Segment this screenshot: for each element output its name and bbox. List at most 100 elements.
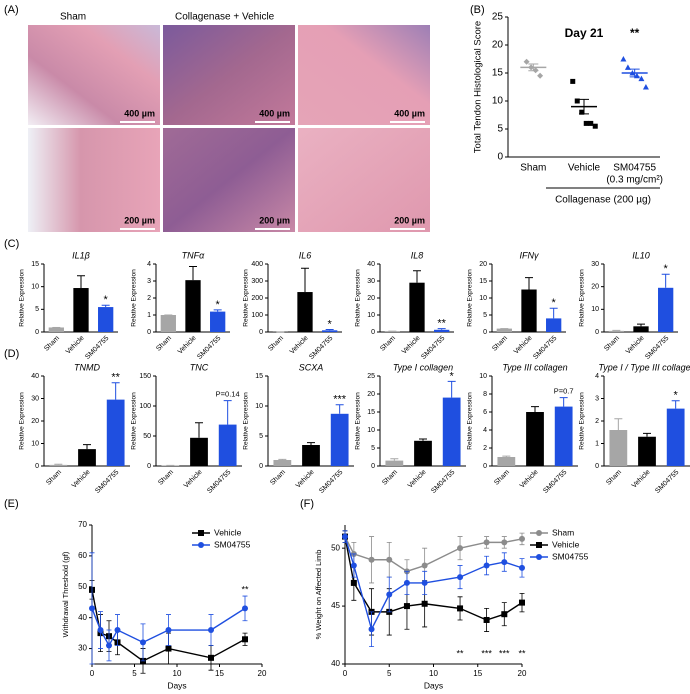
bar (330, 413, 349, 466)
histology-image (298, 25, 430, 125)
y-tick-label: 25 (492, 12, 504, 23)
data-point (386, 591, 393, 598)
chart-title: IL8 (411, 250, 424, 260)
bar (658, 287, 674, 332)
data-point (421, 579, 428, 586)
y-tick-label: 45 (331, 601, 340, 610)
x-tick-label: Sham (491, 335, 509, 353)
data-point (620, 56, 627, 62)
y-tick-label: 20 (591, 284, 599, 291)
x-tick-label: 15 (473, 669, 482, 678)
data-point (519, 564, 525, 571)
data-point (114, 627, 121, 634)
x-tick-sublabel: (0.3 mg/cm²) (606, 175, 663, 186)
y-tick-label: 0 (371, 329, 375, 336)
x-tick-label: Sham (155, 335, 173, 353)
sem-bar (528, 63, 539, 72)
chart-title: IL1β (72, 250, 90, 260)
data-point (165, 627, 172, 634)
data-point (638, 75, 645, 82)
y-tick-label: 0 (371, 463, 375, 470)
error-bar (301, 267, 309, 293)
error-bar (671, 400, 680, 409)
data-point (242, 605, 248, 612)
significance: ** (111, 372, 120, 384)
x-tick-label: Sham (43, 335, 61, 353)
y-axis-label: % Weight on Affected Limb (314, 550, 323, 640)
significance: ** (630, 26, 640, 40)
y-tick-label: 2 (147, 295, 151, 302)
data-point (140, 639, 146, 646)
y-axis-label: Relative Expression (131, 392, 138, 450)
scale-bar-label: 200 µm (259, 215, 290, 225)
significance: * (216, 299, 221, 311)
histology-image (28, 128, 160, 232)
y-axis-label: Relative Expression (19, 392, 26, 450)
y-tick-label: 4 (483, 427, 487, 434)
y-tick-label: 5 (371, 445, 375, 452)
legend-label: Vehicle (552, 539, 580, 549)
y-tick-label: 50 (331, 543, 340, 552)
significance: P=0.14 (216, 390, 240, 399)
data-point (583, 120, 589, 126)
x-tick-label: 0 (343, 669, 348, 678)
x-tick-label: Vehicle (519, 469, 540, 490)
y-tick-label: 20 (367, 295, 375, 302)
error-bar (419, 438, 427, 441)
error-bar (447, 380, 456, 398)
y-tick-label: 0 (35, 329, 39, 336)
data-point (570, 78, 576, 84)
bar (210, 311, 226, 332)
error-bar (111, 382, 120, 400)
x-tick-label: SM04755 (420, 335, 446, 361)
chart-title: TNFα (182, 250, 205, 260)
data-point (483, 562, 490, 569)
x-tick-label: SM04755 (613, 163, 656, 174)
y-tick-label: 10 (492, 96, 504, 107)
significance: *** (481, 648, 492, 658)
data-point (519, 535, 525, 542)
y-tick-label: 3 (147, 278, 151, 285)
legend-marker (198, 542, 204, 548)
chart-title: TNC (190, 362, 209, 372)
error-bar (307, 442, 315, 445)
x-tick-label: Vehicle (65, 335, 86, 356)
y-tick-label: 0 (483, 463, 487, 470)
significance: * (552, 297, 557, 309)
y-tick-label: 5 (259, 433, 263, 440)
y-tick-label: 5 (497, 124, 503, 135)
histology-image (298, 128, 430, 232)
bar (496, 328, 512, 332)
legend-label: Sham (552, 527, 574, 537)
bar (297, 292, 313, 332)
data-point (532, 67, 539, 74)
bar (190, 437, 208, 466)
bar (666, 408, 685, 466)
bar (609, 430, 628, 466)
bar (98, 307, 114, 332)
significance: * (674, 390, 679, 402)
error-bar (325, 328, 334, 331)
sem-bar (629, 68, 640, 78)
y-axis-label: Relative Expression (467, 392, 474, 450)
y-tick-label: 2 (483, 445, 487, 452)
significance: *** (499, 648, 510, 658)
bar (414, 440, 432, 466)
y-axis-label: Withdrawal Threshold (gf) (61, 551, 70, 637)
x-tick-label: SM04755 (542, 469, 568, 495)
error-bar (54, 463, 63, 465)
y-axis-label: Relative Expression (243, 269, 250, 327)
bar (608, 330, 624, 332)
chart-title: Type I collagen (393, 362, 453, 372)
x-tick-label: Vehicle (568, 163, 601, 174)
panel-label: (A) (4, 4, 19, 16)
x-tick-label: Vehicle (289, 335, 310, 356)
error-bar (614, 418, 623, 430)
y-tick-label: 15 (255, 373, 263, 380)
x-tick-label: SM04755 (654, 469, 680, 495)
y-tick-label: 10 (367, 312, 375, 319)
data-point (342, 533, 348, 540)
bar (218, 424, 237, 466)
chart-title: IL6 (299, 250, 312, 260)
y-axis-label: Relative Expression (467, 269, 474, 327)
